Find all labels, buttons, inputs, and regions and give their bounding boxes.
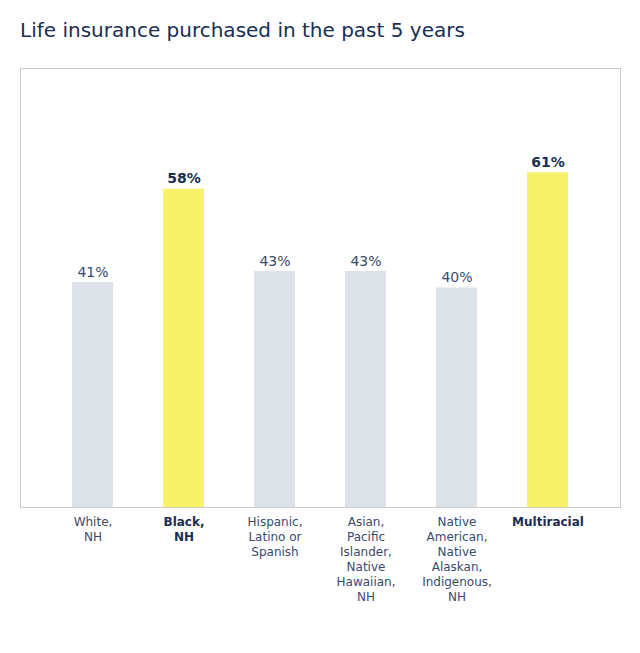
svg-text:61%: 61% — [531, 154, 565, 170]
svg-text:White,NH: White,NH — [74, 515, 113, 544]
html-text:Life insurance purchased in th: Life insurance purchased in the past 5 y… — [20, 18, 465, 42]
svg-text:Asian,PacificIslander,NativeHa: Asian,PacificIslander,NativeHawaiian,NH — [337, 515, 396, 604]
svg-text:43%: 43% — [350, 253, 381, 269]
svg-text:41%: 41% — [77, 264, 108, 280]
svg-text:40%: 40% — [441, 269, 472, 285]
svg-text:58%: 58% — [167, 170, 201, 186]
svg-text:Black,NH: Black,NH — [163, 515, 204, 544]
svg-text:NativeAmerican,NativeAlaskan,I: NativeAmerican,NativeAlaskan,Indigenous,… — [422, 515, 492, 604]
svg-text:Hispanic,Latino orSpanish: Hispanic,Latino orSpanish — [248, 515, 303, 559]
svg-text:Multiracial: Multiracial — [512, 515, 584, 529]
svg-text:43%: 43% — [259, 253, 290, 269]
